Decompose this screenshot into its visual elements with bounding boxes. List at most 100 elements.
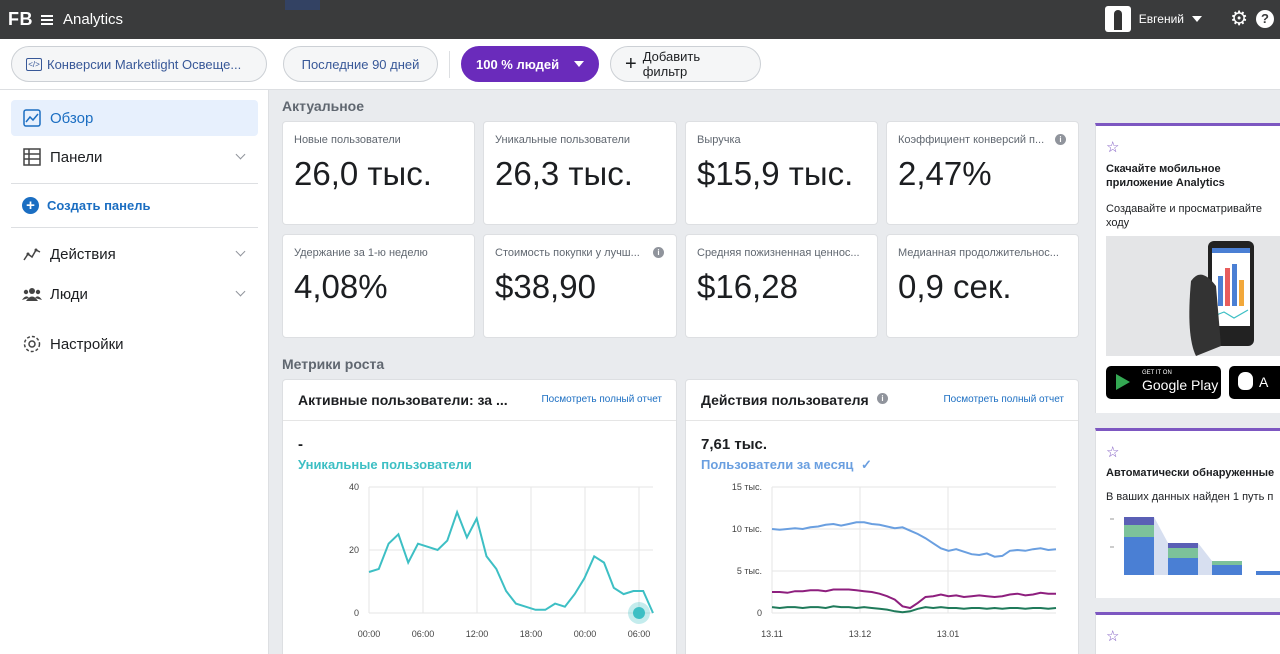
stat-card[interactable]: Выручка $15,9 тыс. [685,121,878,225]
x-tick-label: 00:00 [358,629,381,639]
series-line [771,521,1057,558]
stat-label: Удержание за 1-ю неделю [294,247,428,259]
stat-label: Средняя пожизненная ценнос... [697,247,860,259]
stat-label: Коэффициент конверсий п... [898,134,1045,146]
stat-label: Стоимость покупки у лучш... [495,247,640,259]
event-source-label: Конверсии Marketlight Освеще... [47,56,242,72]
star-icon[interactable]: ☆ [1106,444,1120,461]
stat-value: 4,08% [294,268,388,305]
star-icon[interactable]: ☆ [1106,139,1120,156]
auto-detected-text: В ваших данных найден 1 путь п [1106,491,1274,503]
user-actions-panel: Действия пользователя i Посмотреть полны… [685,379,1079,654]
stat-value: 26,0 тыс. [294,155,432,192]
sidebar-item-label: Панели [50,148,103,166]
y-tick-label: 40 [349,482,359,492]
sidebar-item-label: Люди [50,285,88,303]
info-icon[interactable]: i [1055,134,1066,145]
stat-card[interactable]: Коэффициент конверсий п... i 2,47% [886,121,1079,225]
info-icon[interactable]: i [877,393,888,404]
top-bar: FB Analytics Евгений ⚙ ? [0,0,1280,39]
app-logo[interactable]: FB [8,9,33,29]
stat-card[interactable]: Медианная продолжительнос... 0,9 сек. [886,234,1079,338]
section-title-growth: Метрики роста [282,356,385,372]
stat-card[interactable]: Средняя пожизненная ценнос... $16,28 [685,234,878,338]
star-icon[interactable]: ☆ [1106,628,1120,645]
create-panel-button[interactable]: + Создать панель [22,197,151,214]
sidebar-item-label: Обзор [50,109,94,127]
sidebar: Обзор Панели + Создать панель Действия Л… [0,90,269,654]
sidebar-item-people[interactable]: Люди [11,276,258,312]
y-tick-label: 15 тыс. [732,482,762,492]
audience-selector[interactable]: 100 % людей [461,46,599,82]
store-big-label: Google Play [1142,377,1219,393]
event-source-selector[interactable]: </> Конверсии Marketlight Освеще... [11,46,267,82]
stat-card[interactable]: Стоимость покупки у лучш... i $38,90 [483,234,677,338]
code-icon: </> [26,57,42,71]
sidebar-item-actions[interactable]: Действия [11,236,258,272]
x-tick-label: 06:00 [628,629,651,639]
x-tick-label: 06:00 [412,629,435,639]
metric-name[interactable]: Уникальные пользователи [298,457,472,472]
x-tick-label: 13.12 [849,629,872,639]
y-tick-label: 10 тыс. [732,524,762,534]
divider [449,51,450,78]
view-full-report-link[interactable]: Посмотреть полный отчет [943,394,1064,405]
metric-name: Пользователи за месяц [701,457,854,472]
gear-icon[interactable]: ⚙ [1230,8,1248,30]
sidebar-item-label: Настройки [50,335,124,353]
stat-value: $15,9 тыс. [697,155,854,192]
auto-detected-title: Автоматически обнаруженные [1106,467,1275,479]
sidebar-item-settings[interactable]: Настройки [11,326,258,362]
x-tick-label: 13.01 [937,629,960,639]
stat-card[interactable]: Новые пользователи 26,0 тыс. [282,121,475,225]
stat-card[interactable]: Удержание за 1-ю неделю 4,08% [282,234,475,338]
promo-text: Создавайте и просматривайте ходу [1106,203,1262,229]
y-tick-label: 5 тыс. [737,566,762,576]
stat-value: $16,28 [697,268,798,305]
divider [11,183,258,184]
plus-icon: + [625,53,637,75]
chevron-down-icon [1192,16,1202,22]
chevron-down-icon [235,149,246,160]
stat-value: $38,90 [495,268,596,305]
chevron-down-icon [235,246,246,257]
divider [283,420,676,421]
info-icon[interactable]: i [653,247,664,258]
stat-card[interactable]: Уникальные пользователи 26,3 тыс. [483,121,677,225]
app-promo-card: ☆ Скачайте мобильное приложение Analytic… [1095,123,1280,413]
avatar [1104,6,1131,32]
sidebar-item-label: Действия [50,245,116,263]
x-tick-label: 12:00 [466,629,489,639]
stat-value: 2,47% [898,155,992,192]
help-icon[interactable]: ? [1256,10,1274,28]
add-filter-button[interactable]: + Добавить фильтр [610,46,761,82]
stat-value: 26,3 тыс. [495,155,633,192]
google-play-icon [1116,374,1130,390]
app-store-button[interactable]: A [1229,366,1280,399]
panel-title: Действия пользователя [701,392,869,408]
plus-circle-icon: + [22,197,39,214]
divider [686,420,1078,421]
filter-bar: </> Конверсии Marketlight Освеще... Посл… [0,39,1280,90]
line-chart-icon [22,108,42,128]
view-full-report-link[interactable]: Посмотреть полный отчет [541,394,662,405]
hamburger-menu-icon[interactable] [41,14,53,25]
divider [11,227,258,228]
activity-icon [22,244,42,264]
date-range-selector[interactable]: Последние 90 дней [283,46,438,82]
active-users-panel: Активные пользователи: за ... Посмотреть… [282,379,677,654]
user-name: Евгений [1138,12,1184,26]
phone-illustration [1106,236,1280,356]
sidebar-item-panels[interactable]: Панели [11,139,258,175]
google-play-button[interactable]: GET IT ON Google Play [1106,366,1221,399]
chevron-down-icon [235,286,246,297]
audience-label: 100 % людей [476,56,560,72]
x-tick-label: 00:00 [574,629,597,639]
store-small-label: GET IT ON [1142,370,1172,376]
user-menu[interactable]: Евгений [1104,6,1202,32]
sidebar-item-overview[interactable]: Обзор [11,100,258,136]
date-range-label: Последние 90 дней [301,56,420,72]
panel-title: Активные пользователи: за ... [298,392,508,408]
add-filter-label: Добавить фильтр [642,49,701,79]
metric-selector[interactable]: Пользователи за месяц ✓ [701,457,872,473]
